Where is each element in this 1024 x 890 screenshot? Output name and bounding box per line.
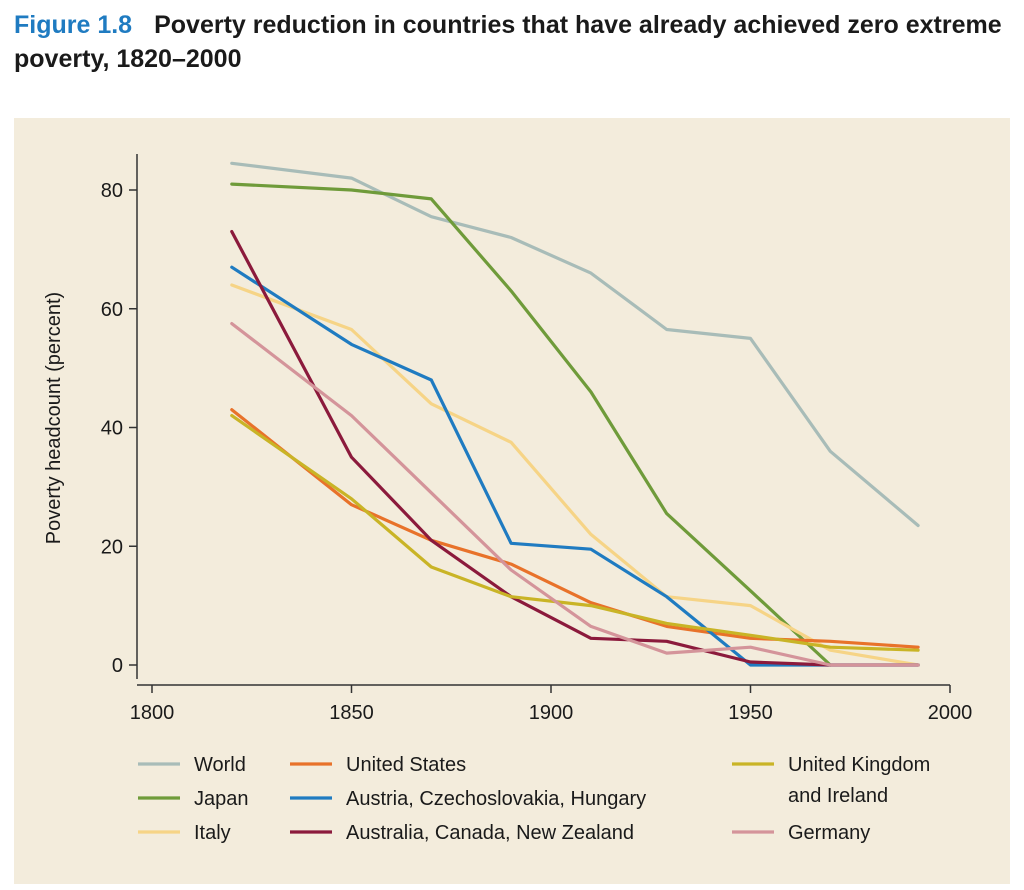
series-layer <box>230 161 920 667</box>
chart-panel: 0 20 40 60 80 1800 1850 1900 1950 2000 Poverty hea… <box>14 118 1010 884</box>
legend-label-germany: Germany <box>788 822 870 844</box>
legend-label-australia-canada-new-zealand: Australia, Canada, New Zealand <box>346 822 634 844</box>
series-line-world <box>230 161 920 528</box>
legend-label-italy: Italy <box>194 822 231 844</box>
series-line-italy <box>230 283 920 667</box>
legend-label-united-states: United States <box>346 754 466 776</box>
x-tick-label: 1800 <box>130 702 175 724</box>
series-line-united-kingdom-and-ireland <box>230 414 920 652</box>
line-chart: 0 20 40 60 80 1800 1850 1900 1950 2000 Poverty hea… <box>43 154 972 844</box>
legend-label-united-kingdom-and-ireland: and Ireland <box>788 785 888 807</box>
series-line-australia-canada-new-zealand <box>230 229 920 667</box>
series-line-japan <box>230 182 832 667</box>
figure-title: Figure 1.8 Poverty reduction in countries… <box>14 8 1004 76</box>
y-tick-label: 20 <box>101 536 123 558</box>
series-line-united-states <box>230 408 920 649</box>
y-tick-label: 80 <box>101 180 123 202</box>
axes: 0 20 40 60 80 1800 1850 1900 1950 2000 Poverty hea… <box>43 154 972 724</box>
y-tick-label: 60 <box>101 299 123 321</box>
legend-label-united-kingdom-and-ireland: United Kingdom <box>788 754 930 776</box>
x-tick-label: 2000 <box>928 702 973 724</box>
legend: World Japan Italy United States Austria, Cze… <box>138 754 930 844</box>
legend-label-japan: Japan <box>194 788 249 810</box>
legend-label-austria-czechoslovakia-hungary: Austria, Czechoslovakia, Hungary <box>346 788 646 810</box>
x-tick-label: 1950 <box>728 702 773 724</box>
y-tick-label: 0 <box>112 655 123 677</box>
y-axis-label: Poverty headcount (percent) <box>43 292 65 544</box>
x-tick-label: 1900 <box>529 702 574 724</box>
x-tick-label: 1850 <box>329 702 374 724</box>
y-tick-label: 40 <box>101 418 123 440</box>
legend-label-world: World <box>194 754 246 776</box>
figure-title-text: Poverty reduction in countries that have… <box>14 11 1002 73</box>
series-line-germany <box>230 322 920 667</box>
figure-label: Figure 1.8 <box>14 11 133 39</box>
